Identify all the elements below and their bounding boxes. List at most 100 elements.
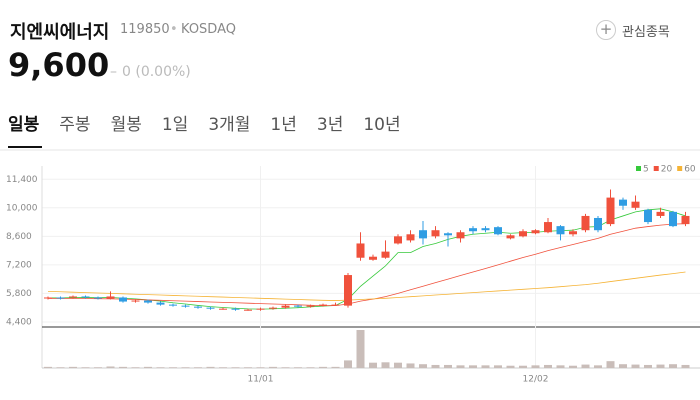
candle-body — [131, 300, 140, 302]
candle-body — [494, 227, 502, 235]
legend-label: 60 — [684, 165, 696, 175]
period-tab[interactable]: 10년 — [363, 115, 401, 135]
y-tick-label: 5,800 — [6, 289, 32, 299]
legend-label: 20 — [661, 165, 673, 175]
volume-bar — [669, 364, 677, 368]
candle-body — [344, 275, 352, 306]
candle-body — [231, 308, 240, 310]
y-tick-label: 7,200 — [6, 260, 32, 270]
candle-body — [169, 304, 177, 306]
candle-body — [206, 307, 215, 309]
candle-body — [294, 305, 302, 307]
candle-body — [144, 300, 152, 303]
legend-swatch — [653, 166, 659, 171]
stock-market: KOSDAQ — [181, 22, 236, 37]
volume-bar — [94, 367, 102, 368]
volume-bar — [44, 366, 52, 368]
period-tabs: 일봉 주봉 월봉 1일 3개월 1년 3년 10년 — [8, 110, 421, 135]
active-tab-underline — [8, 146, 42, 148]
stock-name: 지엔씨에너지 — [10, 22, 110, 43]
candle-body — [69, 296, 77, 298]
stock-code: 119850 — [120, 22, 170, 37]
moving-average-line — [48, 208, 686, 310]
candle-body — [219, 308, 227, 310]
candle-body — [119, 297, 127, 302]
candle-body — [619, 199, 627, 206]
candle-body — [644, 209, 652, 223]
volume-bar — [169, 367, 177, 368]
volume-bar — [381, 362, 390, 368]
volume-bar — [556, 365, 565, 368]
y-tick-label: 10,000 — [6, 203, 38, 213]
add-icon[interactable]: + — [596, 20, 616, 40]
volume-bar — [181, 367, 190, 368]
volume-bar — [631, 364, 640, 368]
change-sign: – — [110, 64, 117, 80]
period-tab[interactable]: 1년 — [270, 115, 297, 135]
volume-bar — [331, 366, 340, 368]
volume-bar — [56, 367, 65, 368]
volume-bar — [619, 364, 627, 368]
candle-body — [269, 307, 277, 309]
volume-bar — [281, 367, 290, 368]
candle-body — [244, 309, 252, 311]
period-tab[interactable]: 주봉 — [59, 115, 91, 135]
volume-bar — [344, 360, 352, 368]
candle-body — [331, 304, 340, 306]
watch-button[interactable]: 관심종목 — [622, 25, 670, 40]
volume-bar — [194, 367, 202, 368]
volume-bar — [644, 364, 652, 368]
candle-body — [406, 234, 415, 241]
candle-body — [81, 296, 90, 298]
volume-bar — [606, 361, 615, 368]
candle-body — [281, 305, 290, 308]
volume-bar — [444, 364, 452, 368]
candle-body — [94, 297, 102, 299]
x-tick-label: 12/02 — [523, 375, 549, 385]
candle-body — [306, 305, 315, 307]
volume-bar — [156, 367, 165, 368]
volume-bar — [81, 367, 90, 368]
change: 0 (0.00%) — [122, 64, 191, 80]
period-tab[interactable]: 3년 — [316, 115, 344, 135]
candle-body — [519, 231, 527, 237]
volume-bar — [581, 364, 590, 368]
volume-bar — [519, 365, 527, 368]
volume-bar — [231, 367, 240, 368]
legend-label: 5 — [643, 165, 649, 175]
y-tick-label: 4,400 — [6, 317, 32, 327]
volume-bar — [356, 330, 365, 368]
candle-body — [456, 232, 465, 239]
volume-bar — [394, 362, 402, 368]
volume-bar — [206, 366, 215, 368]
candle-body — [569, 231, 577, 235]
volume-bar — [294, 367, 302, 368]
candle-body — [469, 228, 477, 232]
y-tick-label: 8,600 — [6, 232, 32, 242]
candle-body — [381, 251, 390, 258]
period-tab[interactable]: 1일 — [161, 115, 189, 135]
candle-body — [556, 226, 565, 235]
separator: • — [170, 22, 178, 37]
x-tick-label: 11/01 — [248, 375, 274, 385]
volume-bar — [406, 363, 415, 368]
price: 9,600 — [8, 46, 110, 84]
volume-bar — [419, 364, 427, 368]
volume-bar — [219, 367, 227, 368]
volume-bar — [569, 365, 577, 368]
candle-body — [431, 230, 440, 237]
candle-body — [506, 235, 515, 239]
volume-bar — [269, 366, 277, 368]
candle-body — [56, 297, 65, 299]
candle-body — [44, 297, 52, 299]
period-tab[interactable]: 월봉 — [110, 115, 142, 135]
period-tab[interactable]: 일봉 — [8, 115, 40, 135]
volume-bar — [244, 367, 252, 368]
candle-body — [256, 308, 265, 310]
volume-bar — [531, 365, 540, 368]
candle-body — [531, 230, 540, 234]
volume-bar — [456, 365, 465, 368]
period-tab[interactable]: 3개월 — [208, 115, 251, 135]
candle-body — [481, 228, 490, 231]
